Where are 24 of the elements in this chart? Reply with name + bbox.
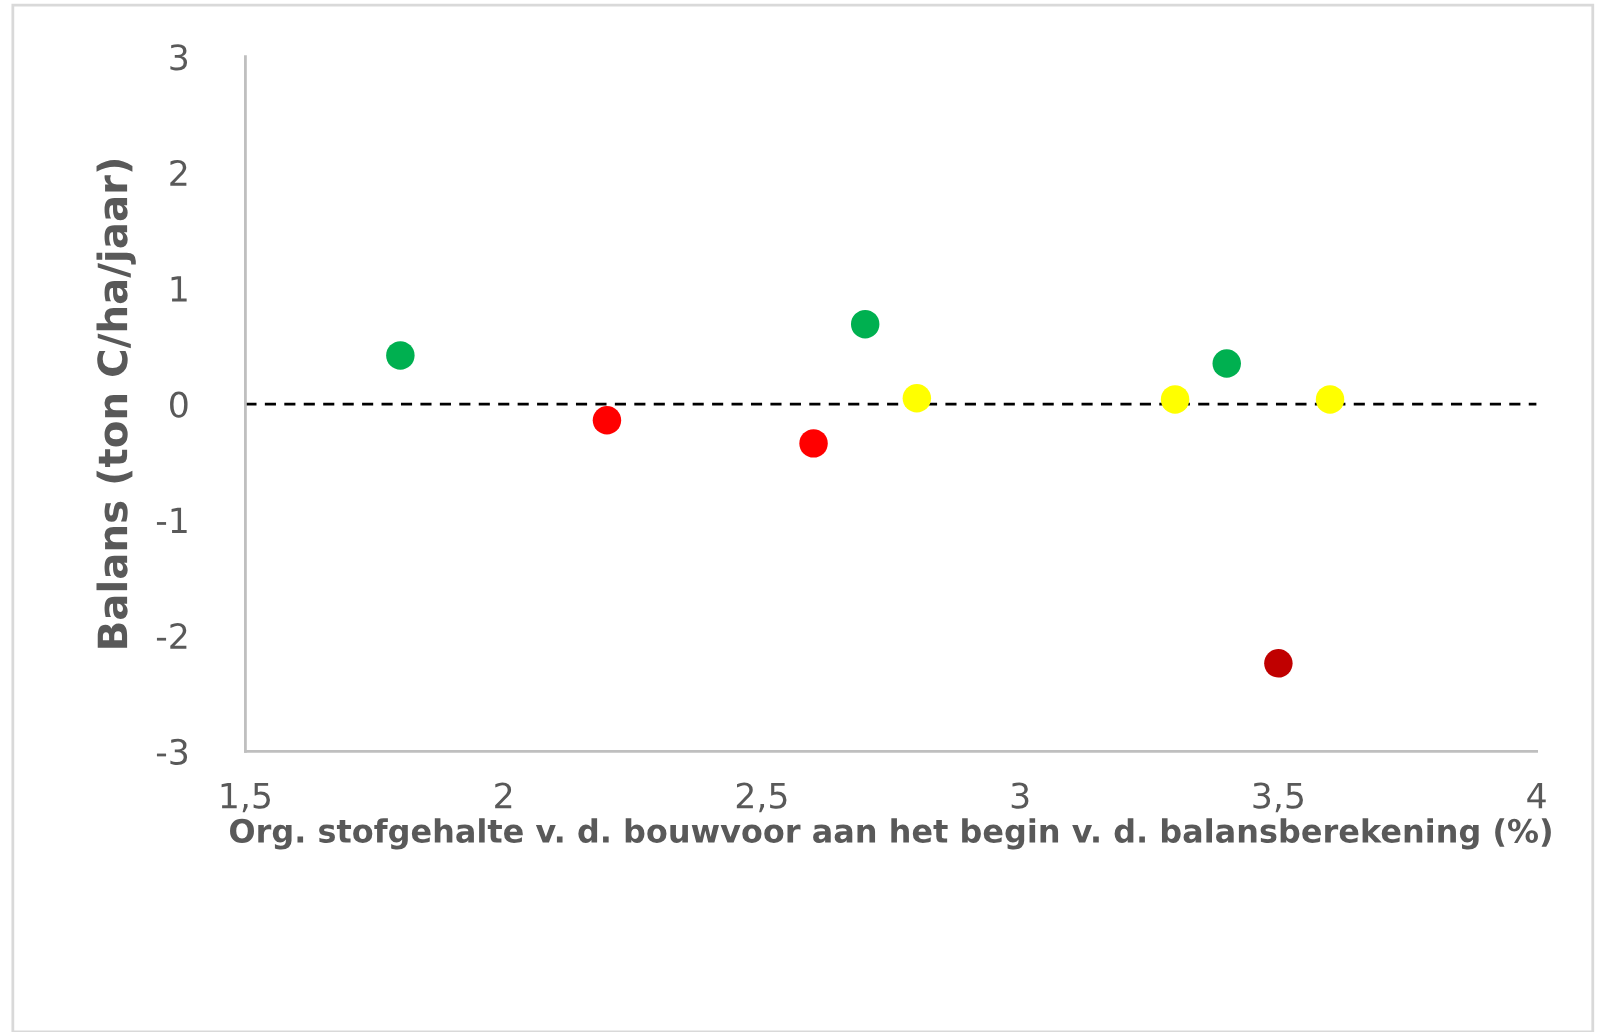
point (1212, 349, 1241, 378)
y-tick-label: 0 (170, 391, 188, 418)
y-axis-title: Balans (ton C/ha/jaar) (96, 160, 136, 648)
y-tick-label: 3 (170, 44, 188, 71)
x-tick-label: 3 (1011, 782, 1029, 809)
point (799, 429, 828, 458)
y-tick-label: 1 (171, 276, 187, 302)
x-tick-label: 2 (495, 782, 512, 809)
x-axis-title: Org. stofgehalte v. d. bouwvoor aan het begin v. d. balansberekening (%) (230, 818, 1551, 850)
point (902, 384, 932, 413)
point (1264, 649, 1293, 678)
point (850, 309, 880, 339)
point (592, 406, 622, 435)
x-tick-label: 4 (1527, 782, 1546, 809)
point (1315, 385, 1345, 414)
y-tick-label: 2 (170, 159, 187, 186)
y-tick-label: -1 (156, 507, 187, 533)
x-tick-label: 1,5 (221, 782, 270, 813)
point (1160, 385, 1190, 414)
point (386, 341, 415, 370)
x-tick-label: 3,5 (1253, 782, 1303, 813)
y-tick-label: -2 (156, 622, 187, 649)
y-tick-label: -3 (156, 738, 188, 765)
x-tick-label: 2,5 (736, 782, 787, 813)
